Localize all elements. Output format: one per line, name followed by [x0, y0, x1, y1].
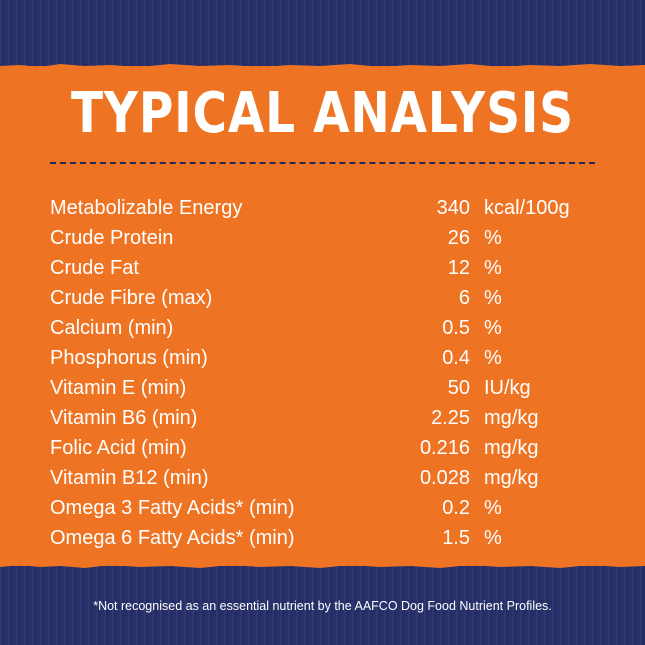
page-title: TYPICAL ANALYSIS [70, 81, 575, 146]
nutrient-value: 50 [447, 377, 470, 399]
nutrient-value: 12 [447, 257, 470, 279]
nutrient-name: Vitamin B6 (min) [50, 407, 198, 429]
table-row: Omega 3 Fatty Acids* (min) 0.2 % [0, 493, 645, 523]
panel-bottom-edge [0, 561, 645, 568]
nutrient-value: 0.4 [442, 347, 470, 369]
nutrient-value: 6 [458, 287, 470, 309]
nutrient-unit: mg/kg [484, 467, 539, 489]
table-row: Phosphorus (min) 0.4 % [0, 343, 645, 373]
dashed-divider [50, 162, 595, 164]
nutrient-unit: % [484, 227, 502, 249]
nutrient-value: 0.2 [442, 497, 470, 519]
table-row: Vitamin B12 (min) 0.028 mg/kg [0, 463, 645, 493]
nutrient-unit: % [484, 347, 502, 369]
nutrient-value: 26 [447, 227, 470, 249]
nutrient-name: Metabolizable Energy [50, 197, 243, 219]
nutrient-value: 0.216 [419, 437, 470, 459]
table-row: Metabolizable Energy 340 kcal/100g [0, 193, 645, 223]
nutrient-name: Phosphorus (min) [50, 347, 208, 369]
nutrient-name: Omega 6 Fatty Acids* (min) [50, 527, 295, 549]
nutrient-value: 1.5 [442, 527, 470, 549]
nutrient-unit: % [484, 527, 502, 549]
nutrient-name: Omega 3 Fatty Acids* (min) [50, 497, 295, 519]
table-row: Omega 6 Fatty Acids* (min) 1.5 % [0, 523, 645, 553]
nutrient-unit: % [484, 257, 502, 279]
nutrient-name: Folic Acid (min) [50, 437, 187, 459]
table-row: Folic Acid (min) 0.216 mg/kg [0, 433, 645, 463]
table-row: Vitamin B6 (min) 2.25 mg/kg [0, 403, 645, 433]
nutrient-name: Crude Protein [50, 227, 174, 249]
table-row: Calcium (min) 0.5 % [0, 313, 645, 343]
nutrient-unit: kcal/100g [484, 197, 570, 219]
nutrient-unit: mg/kg [484, 437, 539, 459]
analysis-panel [0, 66, 645, 566]
table-row: Crude Protein 26 % [0, 223, 645, 253]
nutrient-value: 0.028 [419, 467, 470, 489]
nutrient-name: Vitamin B12 (min) [50, 467, 209, 489]
nutrient-name: Crude Fat [50, 257, 139, 279]
footnote: *Not recognised as an essential nutrient… [93, 599, 552, 613]
nutrient-unit: % [484, 287, 502, 309]
nutrient-unit: mg/kg [484, 407, 539, 429]
nutrient-unit: % [484, 497, 502, 519]
nutrient-value: 2.25 [431, 407, 470, 429]
nutrient-name: Vitamin E (min) [50, 377, 187, 399]
nutrient-name: Calcium (min) [50, 317, 174, 339]
table-row: Crude Fibre (max) 6 % [0, 283, 645, 313]
nutrient-name: Crude Fibre (max) [50, 287, 213, 309]
table-row: Vitamin E (min) 50 IU/kg [0, 373, 645, 403]
nutrient-unit: % [484, 317, 502, 339]
nutrient-value: 0.5 [442, 317, 470, 339]
nutrient-unit: IU/kg [484, 377, 531, 399]
table-row: Crude Fat 12 % [0, 253, 645, 283]
nutrient-value: 340 [436, 197, 470, 219]
